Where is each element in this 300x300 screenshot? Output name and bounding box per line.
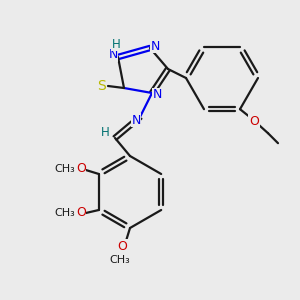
Text: H: H [100, 127, 109, 140]
Text: S: S [98, 79, 106, 93]
Text: CH₃: CH₃ [110, 255, 130, 265]
Text: O: O [249, 115, 259, 128]
Text: H: H [112, 38, 120, 50]
Text: CH₃: CH₃ [54, 208, 75, 218]
Text: O: O [76, 206, 86, 220]
Text: N: N [152, 88, 162, 101]
Text: N: N [108, 49, 118, 62]
Text: O: O [117, 239, 127, 253]
Text: N: N [131, 113, 141, 127]
Text: N: N [150, 40, 160, 52]
Text: CH₃: CH₃ [54, 164, 75, 174]
Text: O: O [76, 163, 86, 176]
